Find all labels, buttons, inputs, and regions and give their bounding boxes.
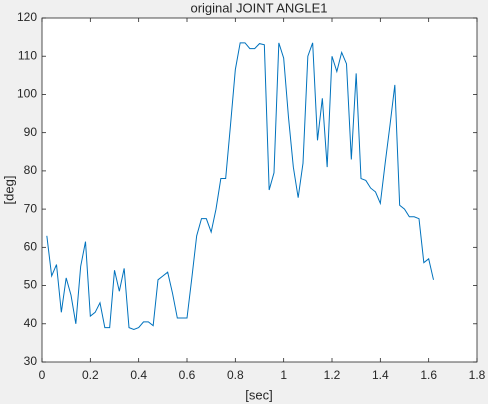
x-axis-label: [sec] bbox=[245, 387, 272, 402]
x-tick-label: 0.4 bbox=[130, 368, 147, 382]
x-tick-label: 1 bbox=[280, 368, 287, 382]
plot-area bbox=[41, 17, 478, 363]
y-tick-label: 30 bbox=[24, 354, 38, 368]
y-tick-label: 100 bbox=[17, 87, 37, 101]
y-tick-label: 90 bbox=[24, 125, 38, 139]
y-tick-label: 110 bbox=[18, 48, 37, 62]
x-tick-label: 1.6 bbox=[420, 368, 437, 382]
y-tick-label: 40 bbox=[24, 316, 38, 330]
y-axis-label: [deg] bbox=[1, 176, 16, 205]
chart-title: original JOINT ANGLE1 bbox=[190, 0, 327, 15]
x-tick-label: 1.2 bbox=[324, 368, 341, 382]
x-tick-label: 0.2 bbox=[82, 368, 99, 382]
x-tick-label: 1.4 bbox=[372, 368, 389, 382]
x-tick-label: 1.8 bbox=[469, 368, 486, 382]
x-tick-label: 0.8 bbox=[227, 368, 244, 382]
y-tick-label: 70 bbox=[24, 201, 38, 215]
y-tick-label: 120 bbox=[17, 10, 37, 24]
data-line bbox=[46, 42, 434, 331]
y-tick-label: 60 bbox=[24, 240, 38, 254]
x-tick-label: 0 bbox=[39, 368, 46, 382]
y-tick-label: 80 bbox=[24, 163, 38, 177]
x-tick-label: 0.6 bbox=[179, 368, 196, 382]
y-tick-label: 50 bbox=[24, 278, 38, 292]
